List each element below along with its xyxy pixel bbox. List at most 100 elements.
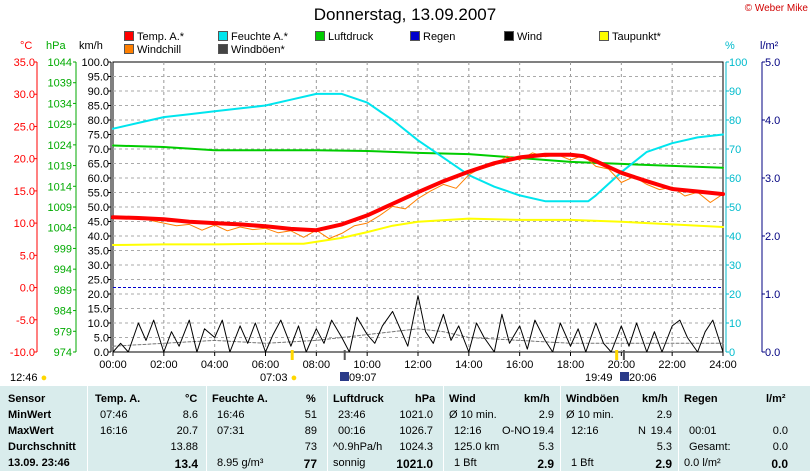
series-taupunkt bbox=[112, 217, 724, 246]
wind-max-dir: O-NO bbox=[502, 425, 531, 437]
legend-swatch bbox=[218, 31, 228, 41]
hum-tick-label: 40 bbox=[729, 231, 741, 243]
rain-tick-label: 5.0 bbox=[765, 57, 780, 69]
pressure-avg: 1024.3 bbox=[399, 441, 433, 453]
wind-tick-label: 30.0 bbox=[88, 260, 109, 272]
sunrise-label: 07:03 ● bbox=[260, 372, 298, 384]
pressure-unit: hPa bbox=[415, 393, 436, 405]
copyright[interactable]: © Weber Mike bbox=[744, 3, 808, 14]
sun-icon: ● bbox=[290, 372, 298, 384]
rain-total: 0.0 bbox=[772, 441, 788, 453]
legend-label: Windböen* bbox=[231, 44, 285, 56]
x-tick-label: 18:00 bbox=[557, 359, 585, 371]
rain-tick-label: 2.0 bbox=[765, 231, 780, 243]
humidity-max: 89 bbox=[304, 425, 317, 437]
temp-min: 8.6 bbox=[182, 409, 198, 421]
pressure-max-time: 00:16 bbox=[338, 425, 366, 437]
wind-header: Wind bbox=[449, 393, 476, 405]
press-tick-label: 1039 bbox=[48, 78, 72, 90]
rain-max: 0.0 bbox=[772, 425, 788, 437]
gust-current: 2.9 bbox=[655, 457, 672, 471]
wind-tick-label: 40.0 bbox=[88, 231, 109, 243]
wind-tick-label: 0.0 bbox=[94, 347, 109, 359]
wind-tick-label: 55.0 bbox=[88, 188, 109, 200]
press-tick-label: 999 bbox=[54, 243, 72, 255]
hum-tick-label: 60 bbox=[729, 173, 741, 185]
rain-tick-label: 0.0 bbox=[765, 347, 780, 359]
press-tick-label: 989 bbox=[54, 285, 72, 297]
press-tick-label: 1029 bbox=[48, 119, 72, 131]
wind-max: 19.4 bbox=[532, 425, 554, 437]
moonset-label: 20:06 bbox=[620, 372, 657, 384]
series-tempa bbox=[111, 152, 725, 233]
gust-bft: 1 Bft bbox=[571, 457, 594, 469]
temp-tick-label: 15.0 bbox=[14, 186, 35, 198]
wind-tick-label: 5.0 bbox=[94, 333, 109, 345]
temp-tick-label: 10.0 bbox=[14, 218, 35, 230]
press-tick-label: 1044 bbox=[48, 57, 72, 69]
page-title: Donnerstag, 13.09.2007 bbox=[313, 5, 497, 24]
legend-humidity[interactable]: Feuchte A.* bbox=[218, 31, 288, 44]
legend-label: Luftdruck bbox=[328, 31, 374, 43]
legend-wind[interactable]: Wind bbox=[504, 31, 542, 44]
pressure-min: 1021.0 bbox=[399, 409, 433, 421]
rain-tick-label: 1.0 bbox=[765, 289, 780, 301]
temp-header: Temp. A. bbox=[95, 393, 141, 405]
hum-tick-label: 90 bbox=[729, 86, 741, 98]
legend-swatch bbox=[504, 31, 514, 41]
row-label-max: MaxWert bbox=[8, 425, 54, 437]
rain-total-label: Gesamt: bbox=[689, 441, 731, 453]
x-tick-label: 22:00 bbox=[658, 359, 686, 371]
legend-swatch bbox=[124, 44, 134, 54]
press-tick-label: 984 bbox=[54, 306, 72, 318]
legend-gusts[interactable]: Windböen* bbox=[218, 44, 285, 57]
legend-rain[interactable]: Regen bbox=[410, 31, 455, 44]
pressure-current: 1021.0 bbox=[396, 457, 433, 471]
wind-tick-label: 75.0 bbox=[88, 130, 109, 142]
gust-avg10: 2.9 bbox=[656, 409, 672, 421]
row-label-sensor: Sensor bbox=[8, 393, 46, 405]
wind-tick-label: 100.0 bbox=[81, 57, 109, 69]
press-tick-label: 1009 bbox=[48, 202, 72, 214]
temp-tick-label: 35.0 bbox=[14, 57, 35, 69]
legend-temp[interactable]: Temp. A.* bbox=[124, 31, 184, 44]
temp-tick-label: 25.0 bbox=[14, 121, 35, 133]
humidity-unit: % bbox=[306, 393, 316, 405]
rain-current: 0.0 bbox=[771, 457, 788, 471]
wind-bft: 1 Bft bbox=[454, 457, 477, 469]
moonrise-label: 09:07 bbox=[340, 372, 377, 384]
hum-tick-label: 70 bbox=[729, 144, 741, 156]
hum-tick-label: 10 bbox=[729, 318, 741, 330]
press-tick-label: 974 bbox=[54, 347, 72, 359]
legend-dewpoint[interactable]: Taupunkt* bbox=[599, 31, 661, 44]
legend-swatch bbox=[124, 31, 134, 41]
sunset-label: 19:49 bbox=[585, 372, 613, 384]
wind-tick-label: 50.0 bbox=[88, 202, 109, 214]
legend-swatch bbox=[599, 31, 609, 41]
legend-label: Taupunkt* bbox=[612, 31, 661, 43]
legend-label: Feuchte A.* bbox=[231, 31, 288, 43]
temp-avg: 13.88 bbox=[170, 441, 198, 453]
gust-header: Windböen bbox=[566, 393, 620, 405]
press-tick-label: 1014 bbox=[48, 181, 72, 193]
gust-avg10-label: Ø 10 min. bbox=[566, 409, 614, 421]
temp-min-time: 07:46 bbox=[100, 409, 128, 421]
hum-tick-label: 50 bbox=[729, 202, 741, 214]
chart-series bbox=[111, 92, 725, 353]
wind-tick-label: 20.0 bbox=[88, 289, 109, 301]
row-label-avg: Durchschnitt bbox=[8, 441, 76, 453]
pressure-trend: ^0.9hPa/h bbox=[333, 441, 383, 453]
rain-unit: l/m² bbox=[766, 393, 786, 405]
press-tick-label: 1034 bbox=[48, 98, 72, 110]
humidity-min-time: 16:46 bbox=[217, 409, 245, 421]
legend-swatch bbox=[218, 44, 228, 54]
gust-avg: 5.3 bbox=[656, 441, 672, 453]
legend-windchill[interactable]: Windchill bbox=[124, 44, 181, 57]
pressure-axis-unit: hPa bbox=[46, 40, 66, 52]
temp-unit: °C bbox=[185, 393, 198, 405]
x-tick-label: 14:00 bbox=[455, 359, 483, 371]
hum-tick-label: 100 bbox=[729, 57, 747, 69]
legend-pressure[interactable]: Luftdruck bbox=[315, 31, 373, 44]
wind-tick-label: 35.0 bbox=[88, 246, 109, 258]
series-luftdruck bbox=[112, 144, 724, 169]
